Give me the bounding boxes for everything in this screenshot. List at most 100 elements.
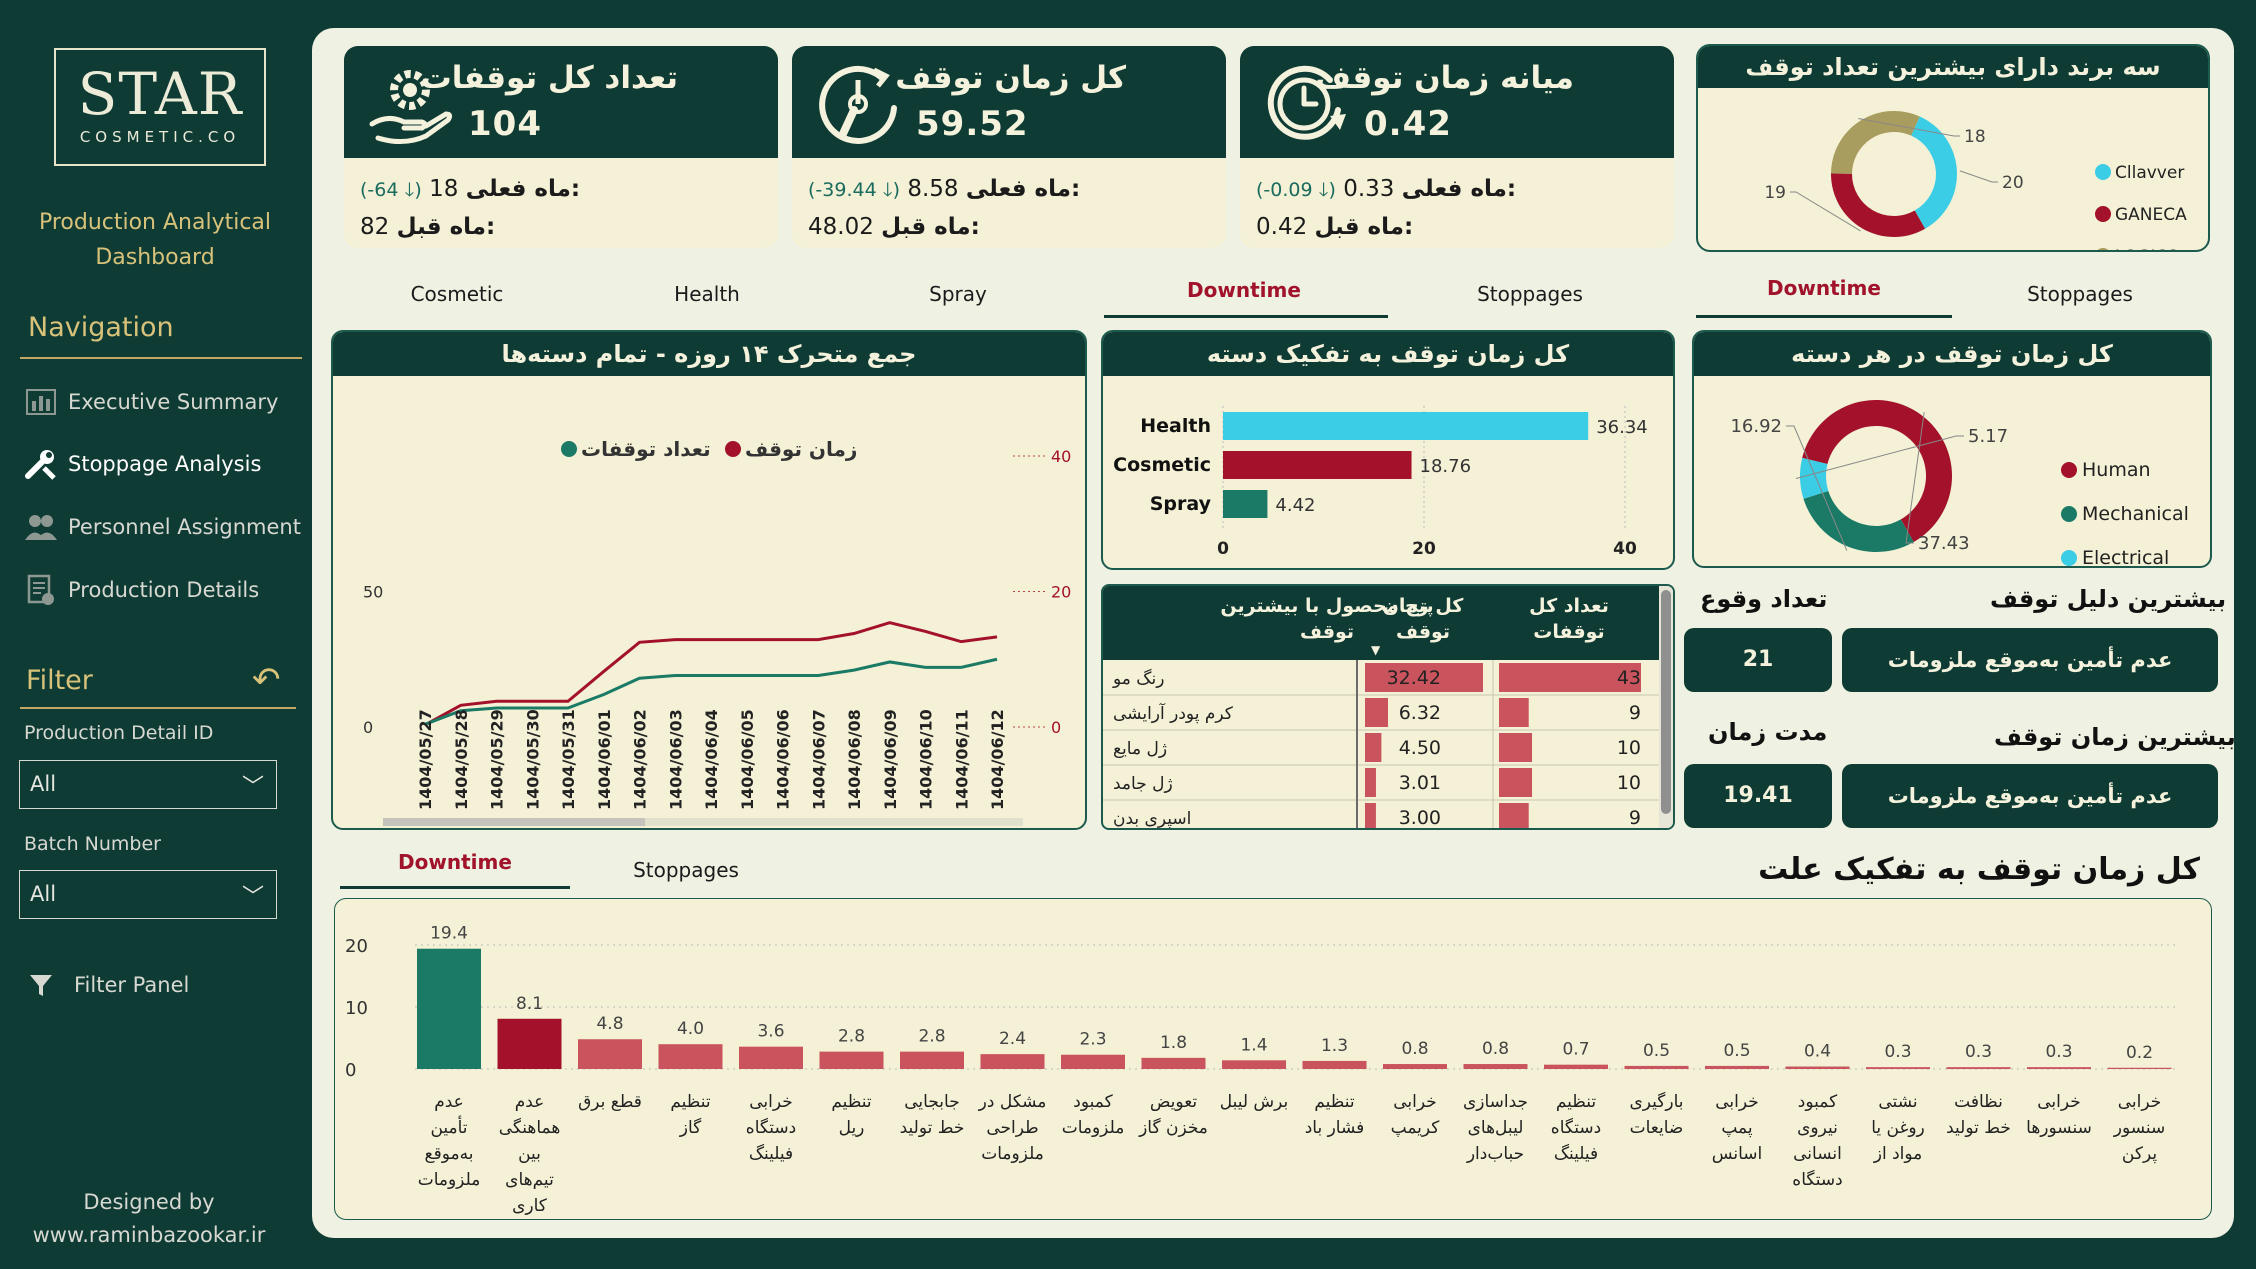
nav-personnel-assignment[interactable]: Personnel Assignment <box>22 510 301 544</box>
x-tick-label: 1404/06/02 <box>631 709 650 810</box>
table-header-text: توقف <box>1300 621 1354 643</box>
cause-category-label: پرکن <box>2122 1144 2157 1164</box>
tab-cosmetic[interactable]: Cosmetic <box>410 282 504 306</box>
top-brands-panel: سه برند دارای بیشترین تعداد توقف 20 19 18 C… <box>1696 44 2210 252</box>
kpi-median-downtime: میانه زمان توقف 0.42 (-0.09 🡓) 0.33 ماه … <box>1240 46 1674 248</box>
right-tick-label: 40 <box>1051 447 1071 466</box>
cause-category-label: اسانس <box>1712 1144 1763 1164</box>
logo-main-text: STAR <box>77 60 243 128</box>
top-time-duration: 19.41 <box>1684 764 1832 828</box>
legend-label-downtime: زمان توقف <box>745 437 857 461</box>
tab-downtime-mid[interactable]: Downtime <box>1187 278 1301 302</box>
legend-dot <box>2061 506 2077 522</box>
donut-slice-mechanical <box>1803 490 1914 552</box>
top-time-value: عدم تأمین به‌موقع ملزومات <box>1842 764 2218 828</box>
slice-value-label: 37.43 <box>1918 533 1970 554</box>
cause-bar <box>1866 1067 1930 1069</box>
legend-label-human: Human <box>2082 459 2151 481</box>
time-cell: 3.00 <box>1399 807 1441 828</box>
tab-downtime-right[interactable]: Downtime <box>1767 276 1881 300</box>
cause-category-label: تأمین <box>430 1115 467 1138</box>
cause-category-label: جابجایی <box>904 1092 959 1112</box>
kpi-value: 0.42 <box>1364 104 1452 144</box>
kpi-title: میانه زمان توقف <box>1315 60 1574 96</box>
kpi-prev-label: ماه قبل: <box>881 214 980 240</box>
category-type-donut: 37.43 16.92 5.17 Human Mechanical Electrical <box>1730 400 2189 566</box>
cause-bar <box>1302 1060 1367 1069</box>
nav-executive-summary[interactable]: Executive Summary <box>22 385 278 419</box>
batch-number-select[interactable]: All ﹀ <box>19 870 277 919</box>
time-bar <box>1365 698 1389 727</box>
top-products-grid: پنج محصول با بیشترین توقف کل زمان توقف تعداد… <box>1103 586 1673 828</box>
cause-category-label: طراحی <box>986 1118 1038 1138</box>
filter-panel-button[interactable]: Filter Panel <box>28 972 189 998</box>
product-name-cell: ژل جامد <box>1113 774 1173 794</box>
count-cell: 9 <box>1629 702 1641 724</box>
category-downtime-title: کل زمان توقف به تفکیک دسته <box>1103 332 1673 376</box>
cause-value-label: 4.8 <box>596 1014 623 1034</box>
x-tick-label: 1404/06/05 <box>738 709 757 810</box>
bar-value-label: 4.42 <box>1275 495 1315 516</box>
app-title-line2: Dashboard <box>95 245 215 270</box>
kpi-total-downtime: کل زمان توقف 59.52 (-39.44 🡓) 8.58 ماه ف… <box>792 46 1226 248</box>
cause-category-label: هماهنگی <box>499 1117 561 1138</box>
credit-line2: www.raminbazookar.ir <box>32 1223 266 1247</box>
kpi-current-month: (-39.44 🡓) 8.58 ماه فعلی: <box>808 176 1080 208</box>
y-tick-label: 0 <box>345 1060 356 1081</box>
kpi-value: 104 <box>468 104 542 144</box>
cause-category-label: تیم‌های <box>505 1170 554 1190</box>
x-tick-label: 40 <box>1613 539 1637 559</box>
cause-bar <box>1624 1065 1689 1069</box>
tab-spray[interactable]: Spray <box>929 282 987 306</box>
clock-icon <box>1267 65 1346 140</box>
tab-downtime-bottom[interactable]: Downtime <box>398 850 512 874</box>
cause-category-label: خرابی <box>1393 1092 1437 1112</box>
nav-stoppage-analysis[interactable]: Stoppage Analysis <box>22 447 261 481</box>
product-name-cell: کرم پودر آرایشی <box>1113 702 1234 724</box>
cause-category-label: فیلینگ <box>1554 1143 1598 1164</box>
kpi-header: میانه زمان توقف 0.42 <box>1240 46 1674 158</box>
reset-filter-icon[interactable]: ↶ <box>252 660 281 700</box>
cause-category-label: جداسازی <box>1463 1092 1528 1112</box>
kpi-change: (-0.09 🡓) <box>1256 179 1336 201</box>
tab-health[interactable]: Health <box>674 282 740 306</box>
tab-stoppages-right[interactable]: Stoppages <box>2027 282 2133 306</box>
x-tick-label: 1404/06/11 <box>952 709 971 810</box>
kpi-current-month: (-0.09 🡓) 0.33 ماه فعلی: <box>1256 176 1516 208</box>
scrollbar-thumb[interactable] <box>383 818 645 826</box>
cause-bar <box>1946 1067 2011 1069</box>
category-downtime-panel: کل زمان توقف به تفکیک دسته 0 20 40 Health 36… <box>1101 330 1675 570</box>
kpi-previous-month: 48.02 ماه قبل: <box>808 214 980 240</box>
chevron-down-icon: ﹀ <box>241 885 264 910</box>
designer-credit: Designed by www.raminbazookar.ir <box>20 1186 278 1252</box>
cause-value-label: 0.3 <box>2045 1042 2072 1062</box>
leader-line <box>1959 170 1998 183</box>
document-icon <box>22 574 60 605</box>
brand-logo: STAR COSMETIC.CO <box>54 48 266 166</box>
x-tick-label: 1404/06/09 <box>881 709 900 810</box>
count-bar <box>1499 768 1533 797</box>
brand-value-label: 18 <box>1964 127 1986 147</box>
x-tick-label: 1404/05/30 <box>523 709 542 810</box>
kpi-current-value: 18 <box>429 176 459 202</box>
nav-title: Navigation <box>28 312 174 343</box>
cause-category-label: مشکل در <box>978 1092 1047 1112</box>
top-reason-count: 21 <box>1684 628 1832 692</box>
nav-production-details[interactable]: Production Details <box>22 573 259 607</box>
x-tick-label: 1404/06/08 <box>845 709 864 810</box>
nav-stoppage-analysis-label: Stoppage Analysis <box>68 452 262 476</box>
top-brands-donut: 20 19 18 Cllavver GANECA LOGICS <box>1764 110 2187 250</box>
slice-value-label: 5.17 <box>1968 426 2008 447</box>
kpi-prev-label: ماه قبل: <box>1314 214 1414 240</box>
leader-line <box>1795 435 1964 479</box>
cause-category-label: مخزن گاز <box>1138 1117 1208 1138</box>
production-id-select[interactable]: All ﹀ <box>19 760 277 809</box>
scrollbar-thumb[interactable] <box>1661 590 1671 814</box>
cause-value-label: 0.8 <box>1401 1039 1428 1059</box>
cause-bar <box>819 1051 884 1069</box>
legend-label-count: تعداد توقفات <box>581 437 711 461</box>
cause-value-label: 4.0 <box>677 1019 704 1039</box>
tab-stoppages-mid[interactable]: Stoppages <box>1477 282 1583 306</box>
tab-stoppages-bottom[interactable]: Stoppages <box>633 858 739 882</box>
count-bar <box>1499 663 1641 692</box>
